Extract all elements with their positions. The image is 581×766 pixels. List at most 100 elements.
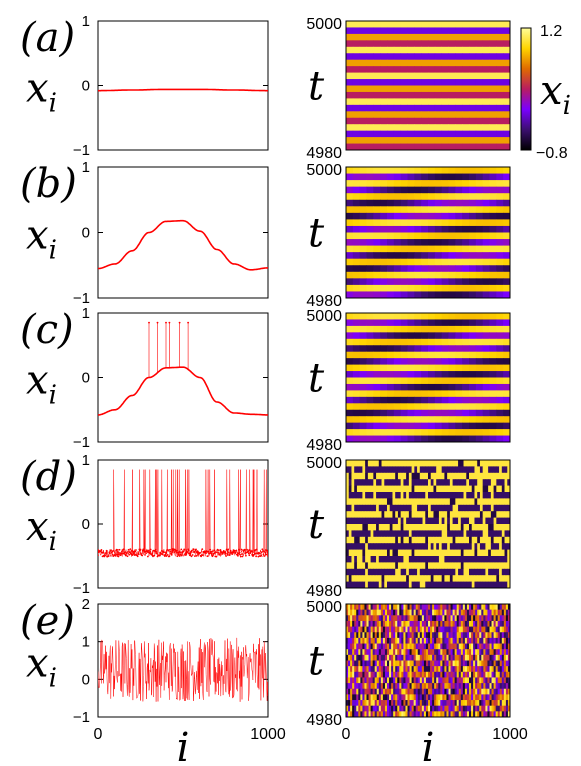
heatmap-cell	[395, 649, 398, 656]
heatmap-cell	[503, 705, 507, 712]
heatmap-cell	[463, 504, 467, 512]
heatmap-cell	[366, 27, 374, 35]
heatmap-cell	[503, 409, 511, 417]
heatmap-cell	[441, 435, 449, 443]
heatmap-cell	[430, 604, 433, 611]
heatmap-cell	[428, 91, 436, 99]
heatmap-cell	[501, 460, 505, 467]
heatmap-cell	[376, 711, 380, 718]
heatmap-cell	[364, 643, 367, 650]
data-point	[154, 548, 157, 551]
heatmap-cell	[395, 549, 399, 557]
heatmap-cell	[399, 654, 402, 661]
heatmap-cell	[352, 403, 361, 411]
heatmap-cell	[464, 677, 468, 684]
heatmap-cell	[471, 485, 475, 493]
heatmap-cell	[346, 536, 350, 544]
heatmap-cell	[356, 666, 359, 673]
heatmap-cell	[356, 677, 359, 684]
heatmap-cell	[448, 390, 456, 398]
heatmap-cell	[503, 615, 507, 622]
heatmap-cell	[419, 504, 423, 512]
heatmap-cell	[406, 556, 410, 563]
heatmap-cell	[422, 562, 426, 570]
heatmap-cell	[479, 700, 482, 707]
heatmap-cell	[370, 609, 374, 616]
heatmap-cell	[359, 492, 363, 499]
heatmap-cell	[448, 265, 456, 273]
heatmap-cell	[421, 239, 429, 246]
heatmap-cell	[497, 654, 501, 661]
heatmap-cell	[452, 694, 456, 701]
heatmap-cell	[475, 396, 484, 404]
heatmap-cell	[475, 660, 478, 667]
heatmap-cell	[463, 530, 467, 538]
heatmap-cell	[441, 536, 445, 544]
heatmap-cell	[359, 212, 367, 220]
heatmap-cell	[458, 498, 462, 506]
heatmap-cell	[359, 549, 363, 557]
heatmap-cell	[400, 575, 404, 582]
data-point	[117, 555, 120, 558]
heatmap-cell	[352, 677, 355, 684]
heatmap-cell	[346, 711, 349, 718]
heatmap-cell	[485, 620, 488, 627]
y-axis-label: xi	[26, 66, 57, 119]
heatmap-cell	[493, 517, 497, 525]
heatmap-cell	[501, 671, 505, 678]
heatmap-cell	[466, 536, 470, 544]
heatmap-cell	[411, 472, 415, 480]
heatmap-cell	[407, 53, 415, 61]
heatmap-cell	[496, 562, 500, 570]
heatmap-cell	[475, 258, 484, 266]
heatmap-cell	[373, 517, 377, 525]
heatmap-cell	[366, 40, 374, 48]
heatmap-cell	[475, 291, 484, 299]
heatmap-cell	[434, 143, 443, 151]
heatmap-cell	[489, 278, 497, 286]
heatmap-cell	[452, 556, 456, 563]
heatmap-cell	[372, 705, 376, 712]
heatmap-cell	[395, 632, 398, 639]
t-tick-label: 5000	[306, 455, 342, 472]
heatmap-cell	[391, 615, 394, 622]
heatmap-cell	[452, 504, 456, 512]
heatmap-cell	[454, 649, 458, 656]
heatmap-cell	[392, 498, 396, 506]
heatmap-cell	[487, 694, 490, 701]
heatmap-cell	[346, 258, 354, 266]
heatmap-cell	[485, 472, 489, 480]
heatmap-cell	[462, 338, 470, 346]
heatmap-cell	[504, 530, 508, 538]
heatmap-cell	[380, 637, 384, 644]
heatmap-cell	[489, 364, 497, 372]
heatmap-cell	[436, 620, 439, 627]
heatmap-cell	[346, 325, 354, 333]
heatmap-cell	[356, 626, 359, 633]
heatmap-cell	[373, 21, 381, 28]
heatmap-cell	[434, 677, 437, 684]
heatmap-cell	[352, 98, 361, 106]
heatmap-cell	[380, 33, 388, 41]
heatmap-cell	[413, 711, 417, 718]
t-tick-label: 4980	[306, 712, 342, 729]
heatmap-cell	[458, 643, 462, 650]
heatmap-cell	[414, 472, 418, 480]
heatmap-cell	[370, 479, 374, 486]
heatmap-cell	[460, 700, 464, 707]
heatmap-cell	[373, 180, 381, 188]
heatmap-cell	[455, 492, 459, 499]
heatmap-cell	[346, 278, 354, 286]
heatmap-cell	[503, 429, 511, 436]
heatmap-cell	[456, 654, 460, 661]
heatmap-cell	[403, 637, 406, 644]
heatmap-cell	[455, 232, 463, 240]
heatmap-cell	[356, 472, 361, 480]
heatmap-cell	[475, 252, 484, 260]
heatmap-cell	[446, 694, 449, 701]
heatmap-cell	[448, 632, 451, 639]
heatmap-cell	[395, 511, 399, 518]
heatmap-cell	[433, 556, 437, 563]
heatmap-cell	[381, 472, 385, 480]
heatmap-cell	[482, 271, 490, 279]
